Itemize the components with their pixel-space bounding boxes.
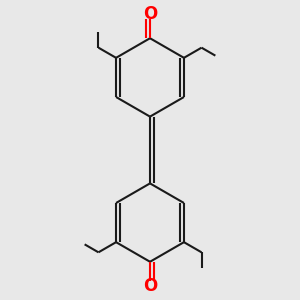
Text: O: O — [143, 4, 157, 22]
Text: O: O — [143, 278, 157, 296]
